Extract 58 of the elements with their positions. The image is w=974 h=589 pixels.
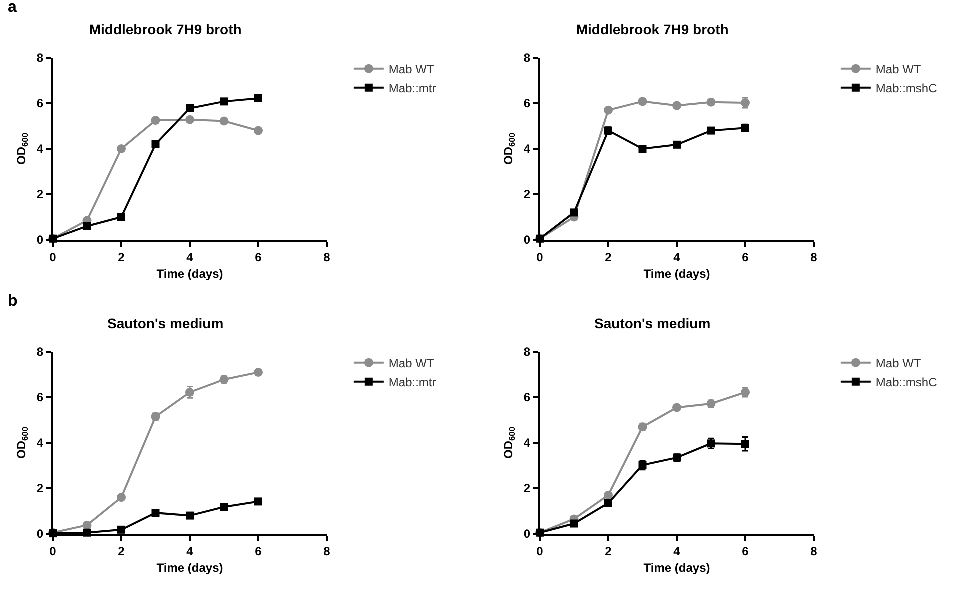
y-tick-label: 2 (524, 188, 531, 202)
y-tick-label: 0 (524, 527, 531, 542)
x-tick-label: 0 (50, 544, 57, 558)
x-tick-label: 6 (255, 250, 262, 264)
x-tick-label: 2 (605, 544, 612, 558)
x-tick-label: 2 (118, 544, 126, 558)
y-tick-label: 6 (36, 390, 44, 405)
legend-label: Mab WT (876, 62, 922, 77)
legend-label: Mab WT (388, 356, 435, 371)
x-tick-label: 6 (742, 250, 750, 264)
legend-label: Mab::mtr (388, 376, 436, 390)
x-tick-label: 4 (674, 250, 681, 264)
y-tick-label: 8 (524, 345, 531, 360)
x-axis-title: Time (days) (156, 560, 224, 575)
x-tick-label: 8 (324, 544, 331, 558)
x-tick-label: 6 (742, 544, 750, 558)
x-tick-label: 4 (186, 544, 194, 558)
x-axis-title: Time (days) (644, 266, 710, 281)
y-tick-label: 2 (36, 482, 44, 496)
x-tick-label: 0 (536, 250, 544, 264)
legend-label: Mab WT (876, 356, 922, 371)
x-tick-label: 2 (605, 250, 612, 264)
x-tick-label: 0 (536, 544, 544, 558)
x-tick-label: 8 (810, 544, 818, 558)
x-tick-label: 0 (50, 250, 57, 264)
y-tick-label: 0 (36, 527, 44, 542)
x-tick-label: 2 (118, 250, 126, 264)
x-tick-label: 8 (324, 250, 331, 264)
x-tick-label: 8 (810, 250, 818, 264)
x-axis-title: Time (days) (156, 266, 224, 281)
y-tick-label: 0 (524, 233, 531, 248)
text: b (8, 293, 18, 310)
y-tick-label: 6 (524, 390, 531, 405)
x-tick-label: 4 (674, 544, 681, 558)
y-tick-label: 4 (36, 142, 44, 156)
y-tick-label: 0 (36, 233, 44, 248)
y-tick-label: 4 (524, 436, 531, 450)
legend-label: Mab::mtr (388, 82, 436, 96)
y-tick-label: 2 (36, 188, 44, 202)
y-tick-label: 8 (36, 51, 44, 66)
legend-label: Mab::mshC (876, 376, 938, 390)
legend-label: Mab::mshC (876, 82, 938, 96)
chart-title: Middlebrook 7H9 broth (89, 21, 242, 38)
x-tick-label: 6 (255, 544, 262, 558)
x-axis-title: Time (days) (644, 560, 710, 575)
chart-title: Middlebrook 7H9 broth (576, 21, 729, 38)
x-tick-label: 4 (186, 250, 194, 264)
text: a (8, 0, 17, 16)
chart-title: Sauton's medium (108, 315, 224, 332)
chart-title: Sauton's medium (594, 315, 711, 332)
y-tick-label: 6 (36, 96, 44, 111)
y-tick-label: 8 (36, 345, 44, 360)
legend-label: Mab WT (388, 62, 435, 77)
y-tick-label: 6 (524, 96, 531, 111)
y-tick-label: 8 (524, 51, 531, 66)
y-tick-label: 4 (524, 142, 531, 156)
y-tick-label: 2 (524, 482, 531, 496)
y-tick-label: 4 (36, 436, 44, 450)
